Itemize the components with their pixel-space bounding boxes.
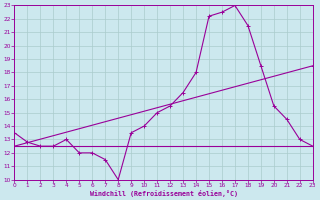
X-axis label: Windchill (Refroidissement éolien,°C): Windchill (Refroidissement éolien,°C) — [90, 190, 238, 197]
